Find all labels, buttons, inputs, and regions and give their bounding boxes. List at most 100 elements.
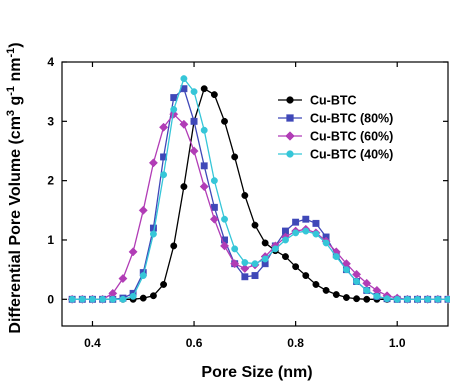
data-point — [302, 227, 310, 235]
y-axis-title-part: Differential Pore Volume (cm — [7, 116, 24, 334]
data-point — [342, 294, 350, 301]
x-tick-label: 1.0 — [389, 336, 406, 350]
data-point — [160, 171, 168, 179]
data-point — [322, 239, 330, 247]
data-point — [241, 192, 249, 199]
y-tick-label: 2 — [47, 174, 54, 188]
data-point — [148, 158, 158, 168]
data-point — [221, 215, 228, 223]
data-point — [210, 91, 218, 99]
data-point — [68, 295, 76, 303]
data-point — [261, 239, 269, 247]
y-axis-title-superscript: 3 — [5, 110, 17, 116]
data-point — [189, 146, 199, 156]
data-point — [342, 266, 350, 274]
data-point — [251, 221, 259, 229]
data-point — [128, 247, 138, 257]
data-point — [322, 286, 330, 294]
data-point — [159, 122, 169, 132]
legend-swatch-marker — [286, 114, 294, 122]
data-point — [118, 274, 128, 284]
y-tick-label: 0 — [47, 292, 54, 306]
data-point — [129, 292, 137, 300]
data-point — [99, 295, 107, 303]
y-axis-title-superscript: -1 — [5, 86, 17, 96]
data-point — [312, 230, 320, 238]
x-axis-title: Pore Size (nm) — [201, 364, 312, 381]
data-point — [210, 203, 218, 211]
plot-frame — [61, 61, 449, 327]
data-point — [170, 242, 178, 250]
data-point — [149, 292, 157, 300]
legend-entry: Cu-BTC (80%) — [278, 112, 393, 126]
y-axis-title: Differential Pore Volume (cm3 g-1 nm-1) — [5, 42, 24, 333]
data-point — [78, 295, 86, 303]
x-tick-label: 0.6 — [186, 336, 203, 350]
legend-label: Cu-BTC — [310, 94, 357, 108]
data-point — [444, 295, 450, 303]
data-point — [373, 292, 381, 300]
data-point — [353, 278, 361, 285]
data-point — [282, 253, 289, 261]
data-point — [138, 205, 148, 215]
data-point — [190, 88, 198, 96]
data-point — [363, 295, 371, 303]
x-axis-ticks: 0.4 0.6 0.8 1.0 — [84, 62, 406, 350]
x-tick-label: 0.4 — [84, 336, 101, 350]
legend-swatch-marker — [286, 96, 294, 104]
data-point — [170, 94, 178, 102]
legend-entry: Cu-BTC — [278, 94, 357, 108]
data-point — [292, 263, 300, 271]
data-point — [210, 177, 218, 185]
legend-label: Cu-BTC (40%) — [310, 148, 393, 162]
data-point — [332, 291, 340, 299]
data-point — [139, 294, 147, 302]
data-point — [312, 219, 320, 227]
data-point — [363, 286, 371, 294]
data-point — [139, 272, 147, 280]
data-point — [302, 272, 310, 280]
data-point — [424, 295, 432, 303]
data-point — [179, 119, 189, 129]
legend-entry: Cu-BTC (40%) — [278, 148, 393, 162]
data-point — [89, 295, 96, 303]
data-point — [261, 255, 269, 263]
data-point — [292, 218, 300, 226]
data-point — [200, 85, 208, 93]
data-point — [251, 260, 259, 268]
series-layer — [67, 75, 450, 304]
data-point — [160, 281, 168, 288]
y-tick-label: 3 — [47, 114, 54, 128]
data-point — [209, 214, 219, 224]
data-point — [271, 245, 279, 253]
plot-border — [61, 61, 449, 327]
data-point — [220, 241, 230, 251]
data-point — [312, 281, 320, 288]
data-point — [180, 75, 188, 83]
legend-label: Cu-BTC (80%) — [310, 112, 393, 126]
data-point — [190, 117, 198, 125]
y-axis-title-part: g — [7, 96, 24, 110]
legend-label: Cu-BTC (60%) — [310, 130, 393, 144]
data-point — [170, 106, 178, 113]
data-point — [200, 162, 208, 170]
data-point — [393, 295, 401, 303]
data-point — [353, 295, 361, 303]
data-point — [119, 295, 127, 303]
data-point — [241, 273, 249, 281]
data-point — [180, 183, 188, 191]
data-point — [241, 259, 249, 266]
y-tick-label: 1 — [47, 233, 54, 247]
y-axis-title-superscript: -1 — [5, 48, 17, 58]
data-point — [282, 236, 289, 244]
data-point — [230, 259, 240, 269]
data-point — [434, 295, 442, 303]
data-point — [149, 230, 157, 238]
data-point — [251, 272, 259, 280]
data-point — [240, 263, 250, 273]
legend: Cu-BTC Cu-BTC (80%) Cu-BTC (60%) Cu-BTC (40… — [278, 94, 393, 162]
series-4 — [68, 75, 450, 303]
y-axis-title-part: ) — [7, 42, 24, 47]
legend-entry: Cu-BTC (60%) — [278, 130, 393, 144]
